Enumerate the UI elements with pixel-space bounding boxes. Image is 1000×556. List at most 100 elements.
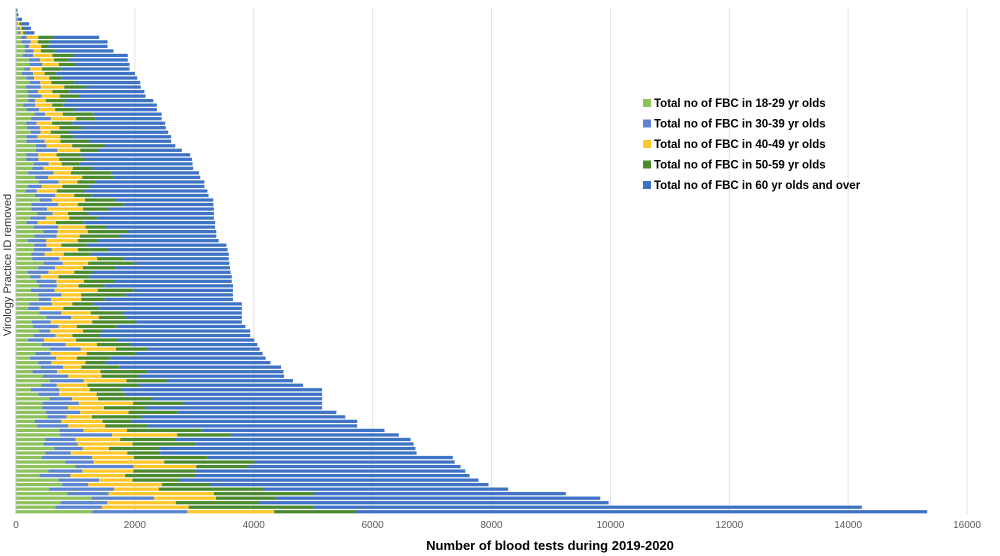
bar-segment (89, 388, 122, 392)
bar-segment (48, 162, 62, 166)
x-tick-label: 2000 (124, 520, 147, 531)
bar-segment (72, 302, 94, 306)
bar-segment (35, 98, 46, 103)
bar-segment (72, 333, 100, 338)
x-tick-label: 0 (13, 520, 19, 531)
bar-row (16, 347, 260, 351)
bar-row (16, 8, 18, 12)
bar-segment (258, 501, 609, 505)
legend-label: Total no of FBC in 30-39 yr olds (654, 119, 826, 131)
bar-row (16, 207, 214, 211)
bar-segment (88, 211, 214, 216)
bar-segment (16, 112, 35, 116)
bar-segment (38, 297, 52, 302)
bar-segment (188, 505, 314, 509)
bar-segment (55, 333, 73, 338)
bar-segment (91, 496, 155, 500)
bar-segment (16, 266, 39, 270)
bar-segment (33, 225, 59, 229)
bar-segment (101, 505, 189, 509)
bar-segment (33, 248, 52, 252)
bar-segment (46, 144, 73, 148)
bar-segment (16, 257, 33, 261)
bar-segment (22, 53, 34, 58)
bar-segment (16, 288, 31, 292)
bar-segment (65, 342, 97, 347)
bar-segment (81, 365, 120, 369)
bar-row (16, 58, 128, 62)
bar-segment (37, 211, 53, 216)
bar-segment (16, 510, 93, 514)
bar-row (16, 130, 169, 134)
bar-segment (16, 446, 55, 451)
bar-segment (16, 270, 28, 274)
bar-segment (28, 58, 40, 62)
bar-segment (16, 324, 34, 329)
bar-segment (27, 98, 36, 103)
bar-row (16, 501, 609, 505)
bar-segment (47, 415, 67, 419)
bar-segment (92, 166, 194, 171)
x-tick-label: 6000 (362, 520, 385, 531)
bar-segment (93, 112, 162, 116)
bar-segment (16, 8, 18, 12)
bar-segment (16, 442, 44, 446)
bar-segment (16, 13, 17, 17)
bar-segment (59, 388, 90, 392)
bar-segment (88, 261, 135, 265)
bar-segment (196, 464, 248, 469)
bar-segment (55, 108, 75, 112)
x-tick-label: 12000 (715, 520, 743, 531)
bar-segment (102, 329, 251, 333)
bar-segment (121, 388, 323, 392)
bar-row (16, 275, 232, 279)
bar-row (16, 17, 22, 21)
bar-segment (26, 157, 39, 161)
bar-segment (74, 270, 93, 274)
bar-segment (37, 40, 50, 44)
bar-segment (16, 234, 35, 238)
bar-segment (69, 89, 145, 94)
bar-segment (313, 492, 566, 496)
bar-segment (16, 230, 44, 234)
bar-segment (16, 76, 27, 80)
bar-segment (16, 505, 56, 509)
bar-segment (41, 383, 57, 387)
bar-segment (92, 510, 188, 514)
bar-segment (16, 492, 68, 496)
bar-segment (21, 71, 34, 76)
bar-row (16, 230, 217, 234)
bar-segment (133, 464, 197, 469)
bar-segment (133, 401, 184, 405)
bar-row (16, 442, 414, 446)
bar-segment (45, 98, 66, 103)
bar-row (16, 365, 282, 369)
bar-segment (27, 89, 39, 94)
bar-segment (58, 324, 77, 329)
bar-segment (34, 76, 50, 80)
legend-label: Total no of FBC in 40-49 yr olds (654, 139, 826, 151)
bar-segment (55, 266, 83, 270)
bar-segment (39, 108, 56, 112)
bar-segment (16, 261, 44, 265)
bar-row (16, 31, 35, 35)
bar-segment (40, 275, 59, 279)
bar-row (16, 211, 214, 216)
bar-segment (30, 388, 60, 392)
bar-segment (83, 220, 216, 225)
bar-row (16, 415, 346, 419)
bar-segment (175, 501, 259, 505)
bar-segment (38, 153, 57, 157)
bar-segment (16, 501, 61, 505)
bar-segment (16, 49, 25, 53)
bar-segment (30, 40, 38, 44)
bar-row (16, 98, 154, 103)
bar-segment (55, 49, 114, 53)
bar-segment (52, 211, 68, 216)
bar-segment (115, 347, 148, 351)
bar-segment (105, 424, 148, 428)
bar-row (16, 144, 176, 148)
legend-label: Total no of FBC in 50-59 yr olds (654, 160, 826, 172)
bar-segment (110, 356, 266, 360)
